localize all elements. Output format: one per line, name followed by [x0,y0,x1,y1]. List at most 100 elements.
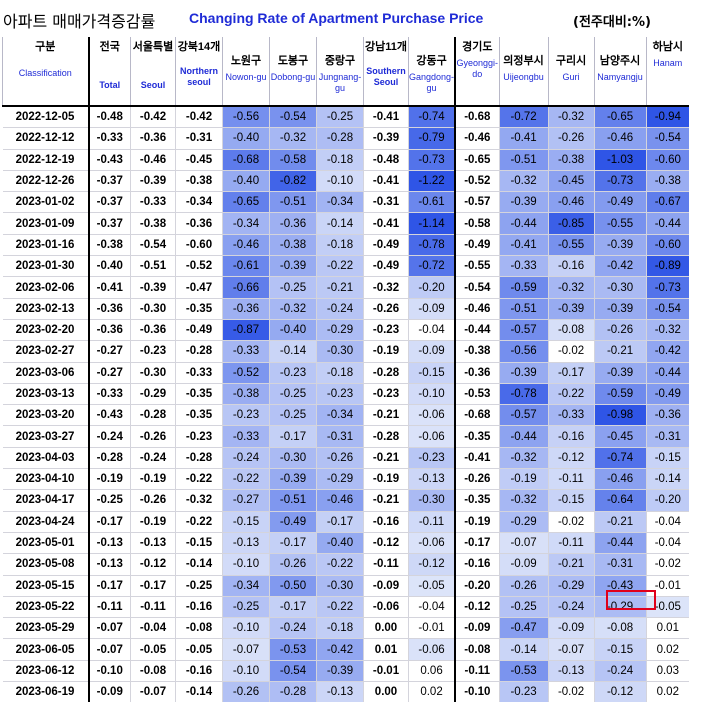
data-cell: -0.28 [87,447,131,470]
row-date: 2023-06-05 [2,638,89,661]
data-cell: -0.60 [175,234,223,257]
data-cell: -0.11 [547,468,595,491]
data-cell: -0.26 [130,489,176,512]
data-cell: -0.33 [87,127,131,150]
data-cell: -0.23 [363,383,409,406]
data-cell: -0.22 [175,511,223,533]
data-cell: -0.54 [269,106,317,129]
column-label-en: Gyeonggi-do [456,58,499,79]
data-cell: -0.44 [645,212,690,235]
data-cell: -0.42 [645,340,690,363]
data-cell: 0.03 [645,660,690,683]
column-label-ko: 남양주시 [599,55,641,67]
data-cell: -0.41 [498,234,549,257]
data-cell: -0.11 [408,511,456,533]
row-date: 2023-01-16 [2,234,89,257]
table-row: 2023-02-20 -0.36 -0.36 -0.49 -0.87 -0.40 -0.29… [2,319,690,342]
data-cell: -0.10 [222,617,270,640]
data-cell: -0.40 [222,170,270,193]
data-cell: -0.11 [87,596,131,619]
data-cell: -0.34 [175,191,223,214]
data-cell: -0.45 [593,425,647,448]
data-cell: -0.35 [454,425,500,448]
data-cell: -0.25 [175,575,223,597]
data-cell: -0.21 [593,511,647,533]
data-cell: -0.12 [547,447,595,470]
data-cell: -0.19 [363,468,409,491]
column-header-12: 남양주시 Namyangju [593,37,647,107]
data-cell: -0.26 [547,127,595,150]
table-row: 2023-05-08 -0.13 -0.12 -0.14 -0.10 -0.26 -0.22… [2,553,690,576]
data-cell: -0.12 [593,681,647,702]
data-cell: -0.36 [87,319,131,342]
data-cell: -0.46 [222,234,270,257]
table-row: 2023-05-01 -0.13 -0.13 -0.15 -0.13 -0.17 -0.40… [2,532,690,555]
data-cell: -0.54 [645,127,690,150]
data-cell: -0.21 [363,489,409,512]
data-cell: 0.01 [363,638,409,661]
data-cell: -0.37 [87,212,131,235]
title-bar: 아파트 매매가격증감률 Changing Rate of Apartment P… [0,0,707,37]
data-cell: -0.36 [130,127,176,150]
row-date: 2023-04-10 [2,468,89,491]
data-cell: -0.53 [269,638,317,661]
data-cell: -0.07 [222,638,270,661]
data-cell: -0.05 [645,596,690,619]
data-cell: -0.11 [547,532,595,555]
data-cell: -0.09 [87,681,131,702]
data-cell: -0.55 [454,255,500,278]
data-cell: -0.24 [316,298,364,320]
data-cell: -0.46 [593,468,647,491]
data-cell: -0.17 [316,511,364,533]
data-cell: -0.36 [222,298,270,320]
data-cell: -0.22 [175,468,223,491]
data-cell: -0.42 [593,255,647,278]
data-cell: -0.51 [498,298,549,320]
data-cell: -0.39 [130,170,176,193]
data-cell: -0.28 [175,340,223,363]
data-cell: -0.51 [269,191,317,214]
data-cell: -0.16 [454,553,500,576]
data-cell: -0.22 [547,383,595,406]
data-cell: -0.39 [593,298,647,320]
row-date: 2023-05-01 [2,532,89,555]
data-cell: -0.38 [269,234,317,257]
data-cell: -0.87 [222,319,270,342]
data-cell: -0.18 [316,617,364,640]
data-cell: -0.14 [645,468,690,491]
data-cell: -0.35 [175,404,223,427]
table-row: 2023-05-15 -0.17 -0.17 -0.25 -0.34 -0.50 -0.30… [2,575,690,597]
row-date: 2023-05-08 [2,553,89,576]
data-cell: -0.24 [269,617,317,640]
data-cell: -0.33 [87,383,131,406]
data-cell: -0.07 [547,638,595,661]
data-cell: -0.24 [593,660,647,683]
data-cell: -0.13 [130,532,176,555]
column-label-ko: 강동구 [416,55,447,67]
data-cell: 0.02 [408,681,456,702]
data-cell: -0.16 [363,511,409,533]
data-cell: -0.72 [498,106,549,129]
table-row: 2023-04-17 -0.25 -0.26 -0.32 -0.27 -0.51 -0.46… [2,489,690,512]
row-date: 2023-04-17 [2,489,89,512]
data-cell: -0.40 [269,319,317,342]
row-date: 2023-06-12 [2,660,89,683]
data-cell: -0.31 [593,553,647,576]
data-cell: -0.02 [547,511,595,533]
column-label-en: Total [99,80,121,90]
data-cell: -0.09 [498,553,549,576]
data-cell: -0.24 [130,447,176,470]
column-label-ko: 구분 [35,41,56,53]
table-row: 2023-04-03 -0.28 -0.24 -0.28 -0.24 -0.30 -0.26… [2,447,690,470]
data-cell: -0.26 [498,575,549,597]
data-cell: -0.13 [87,532,131,555]
column-label-ko: 도봉구 [277,55,309,67]
column-header-3: 강북14개 Northern seoul [175,37,223,107]
data-cell: -0.43 [87,404,131,427]
data-cell: -0.32 [547,106,595,129]
data-cell: 0.02 [645,681,690,702]
data-cell: -0.17 [269,425,317,448]
data-cell: -0.30 [130,362,176,384]
korean-title: 아파트 매매가격증감률 [3,12,156,31]
data-cell: 0.00 [363,617,409,640]
